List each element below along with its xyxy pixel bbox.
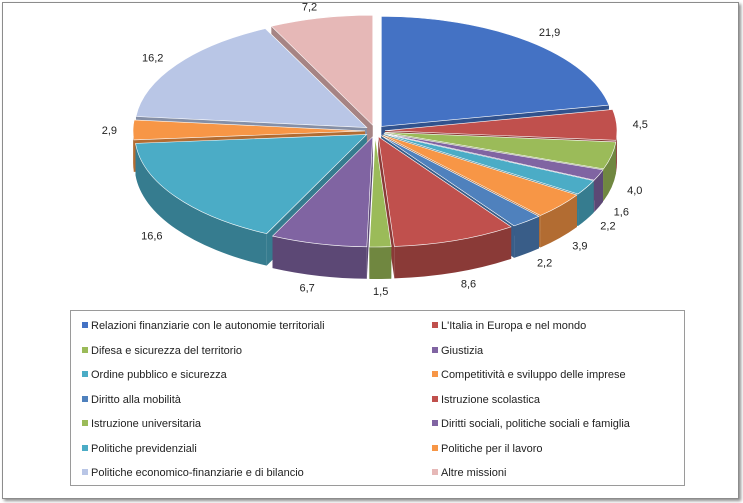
legend-swatch [432,469,438,475]
pie-slice-outer-wall [369,246,392,279]
pie-slice [377,136,512,247]
legend-item: Competitività e sviluppo delle imprese [432,368,626,382]
legend-label: Ordine pubblico e sicurezza [91,369,227,381]
legend-item: Difesa e sicurezza del territorio [82,344,242,358]
legend-item: Giustizia [432,344,483,358]
pie-slice [384,132,604,181]
slice-value-label: 1,6 [614,207,629,219]
pie-slice-outer-wall [394,226,512,279]
pie-slice [135,134,368,234]
legend-item: Politiche previdenziali [82,442,197,456]
legend-label: Politiche per il lavoro [441,442,543,455]
slice-value-label: 4,5 [633,119,648,131]
slice-value-label: 21,9 [539,27,560,39]
pie-slice [381,135,540,227]
pie-slice [270,14,374,126]
legend-item: Altre missioni [432,466,506,480]
legend-label: L'Italia in Europa e nel mondo [441,320,587,332]
pie-slice-outer-wall [616,130,617,173]
legend-swatch [432,322,438,328]
pie-slice [132,119,366,141]
pie-slice-outer-wall [272,236,367,279]
legend-swatch [82,444,88,451]
legend-label: Diritto alla mobilità [91,393,181,406]
slice-value-label: 4,0 [627,185,642,197]
legend-swatch [82,420,88,426]
slice-value-label: 2,9 [102,125,117,137]
legend-swatch [432,371,438,377]
legend-swatch [82,322,88,328]
legend-label: Competitività e sviluppo delle imprese [441,369,626,381]
legend-item: Politiche per il lavoro [432,442,543,456]
pie-slice-outer-wall [514,216,540,258]
legend: Relazioni finanziarie con le autonomie t… [70,310,685,486]
pie-slice-radial-wall [366,136,373,279]
pie-slice [384,109,618,141]
legend-item: Ordine pubblico e sicurezza [82,368,227,382]
legend-swatch [82,469,88,475]
legend-label: Istruzione scolastica [441,393,541,406]
slice-value-label: 6,7 [299,282,314,294]
pie-slice [382,134,578,216]
legend-swatch [432,444,438,451]
legend-item: Diritto alla mobilità [82,393,181,407]
slice-value-label: 16,6 [141,231,162,243]
slice-value-label: 2,2 [537,258,552,270]
pie-slice [135,28,368,128]
slice-value-label: 2,2 [600,220,615,232]
legend-item: Diritti sociali, politiche sociali e fam… [432,417,630,431]
legend-item: Relazioni finanziarie con le autonomie t… [82,319,325,333]
slice-value-label: 7,2 [302,3,317,13]
legend-swatch [432,420,438,426]
legend-label: Politiche previdenziali [91,442,197,455]
legend-label: Giustizia [441,344,484,357]
legend-item: Politiche economico-finanziarie e di bil… [82,466,304,480]
legend-swatch [432,395,438,402]
pie-slice [384,131,617,170]
slice-value-label: 8,6 [461,279,476,291]
legend-label: Difesa e sicurezza del territorio [91,344,243,357]
legend-label: Diritti sociali, politiche sociali e fam… [441,418,630,430]
pie-slice [381,16,610,127]
legend-swatch [82,395,88,402]
pie-slice-outer-wall [135,143,267,266]
pie-slice [369,136,392,248]
slice-value-label: 3,9 [572,241,587,253]
legend-label: Istruzione universitaria [91,418,202,430]
legend-swatch [432,346,438,353]
legend-item: Istruzione scolastica [432,393,540,407]
legend-swatch [82,346,88,353]
pie-slice [271,136,374,248]
legend-label: Relazioni finanziarie con le autonomie t… [91,320,325,332]
legend-swatch [82,371,88,377]
legend-item: L'Italia in Europa e nel mondo [432,319,586,333]
pie-slice [383,133,595,195]
legend-item: Istruzione universitaria [82,417,201,431]
pie-slice-outer-wall [578,180,594,227]
pie-chart: 21,94,54,01,62,23,92,28,61,56,716,62,916… [102,3,648,298]
pie-slice-outer-wall [540,194,577,248]
legend-label: Altre missioni [441,467,507,479]
legend-label: Politiche economico-finanziarie e di bil… [91,467,304,479]
pie-slice-outer-wall [133,130,134,172]
pie-slice-outer-wall [603,141,616,201]
pie-slice-outer-wall [594,169,604,213]
slice-value-label: 16,2 [142,53,163,65]
slice-value-label: 1,5 [373,286,388,298]
